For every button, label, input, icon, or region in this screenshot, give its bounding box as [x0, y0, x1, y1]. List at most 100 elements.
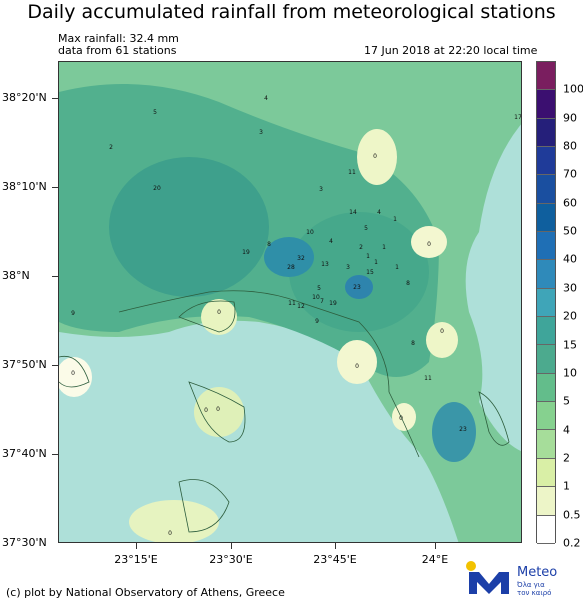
lat-label-37-30: 37°30'N — [2, 536, 47, 549]
rain-field-center — [289, 212, 429, 332]
station-value: 14 — [349, 209, 357, 216]
station-value: 1 — [393, 216, 397, 223]
legend-label: 5 — [563, 394, 570, 408]
meteo-logo: Meteo Όλα για τον καιρό — [465, 560, 580, 598]
station-value: 8 — [267, 241, 271, 248]
rainfall-map[interactable]: 5 4 2 3 17 0 20 11 3 14 4 1 5 0 10 4 8 1… — [58, 61, 522, 543]
dry-patch — [201, 299, 237, 335]
island-coast — [178, 479, 230, 533]
station-value: 9 — [71, 310, 75, 317]
station-value: 9 — [315, 318, 319, 325]
rain-core-28 — [264, 237, 314, 277]
dry-patch — [392, 403, 416, 431]
station-value: 28 — [287, 264, 295, 271]
station-value: 0 — [217, 309, 221, 316]
station-value: 0 — [440, 328, 444, 335]
legend-label: 50 — [563, 224, 577, 238]
station-value: 0 — [399, 415, 403, 422]
station-value: 7 — [320, 298, 324, 305]
color-legend — [536, 61, 556, 544]
station-value: 2 — [109, 144, 113, 151]
station-value: 13 — [321, 261, 329, 268]
lat-tick — [52, 276, 58, 277]
brand-name: Meteo — [517, 565, 558, 580]
station-value: 19 — [242, 249, 250, 256]
dry-patch — [129, 500, 219, 542]
lat-label-38-20: 38°20'N — [2, 91, 47, 104]
rain-core-23 — [345, 275, 373, 299]
station-value: 2 — [359, 244, 363, 251]
legend-swatch — [537, 430, 555, 459]
station-value: 15 — [366, 269, 374, 276]
legend-swatch — [537, 487, 555, 516]
legend-label: 2 — [563, 451, 570, 465]
makronisos-coast — [478, 391, 510, 446]
lon-tick — [335, 543, 336, 549]
legend-swatch — [537, 260, 555, 289]
legend-swatch — [537, 373, 555, 403]
brand-tagline-2: τον καιρό — [517, 589, 552, 597]
station-value: 12 — [297, 303, 305, 310]
station-value: 8 — [406, 280, 410, 287]
station-value: 0 — [71, 370, 75, 377]
station-value: 5 — [364, 225, 368, 232]
west-coast — [59, 355, 90, 388]
lat-label-37-50: 37°50'N — [2, 358, 47, 371]
legend-swatch — [537, 90, 555, 119]
station-value: 10 — [312, 294, 320, 301]
lon-tick — [136, 543, 137, 549]
brand-tagline: Όλα για τον καιρό — [517, 581, 551, 597]
station-value: 3 — [259, 129, 263, 136]
station-value: 1 — [374, 259, 378, 266]
brand-tagline-1: Όλα για — [517, 581, 545, 589]
lat-label-38-10: 38°10'N — [2, 180, 47, 193]
station-value: 0 — [427, 241, 431, 248]
station-value: 32 — [297, 255, 305, 262]
station-value: 4 — [377, 209, 381, 216]
legend-label: 100 — [563, 82, 583, 96]
station-value: 11 — [288, 300, 296, 307]
station-value: 23 — [353, 284, 361, 291]
legend-swatch — [537, 317, 555, 346]
station-value: 0 — [355, 363, 359, 370]
lat-label-38: 38°N — [2, 269, 30, 282]
station-value: 11 — [348, 169, 356, 176]
legend-swatch — [537, 345, 555, 374]
rain-core-south — [432, 402, 476, 462]
legend-label: 4 — [563, 423, 570, 437]
station-value: 4 — [264, 95, 268, 102]
dry-patch — [59, 357, 92, 397]
lon-tick — [231, 543, 232, 549]
station-value: 0 — [216, 406, 220, 413]
timestamp: 17 Jun 2018 at 22:20 local time — [364, 44, 538, 57]
lat-tick — [52, 187, 58, 188]
legend-swatch — [537, 175, 555, 204]
station-value: 17 — [514, 114, 522, 121]
legend-swatch — [537, 288, 555, 318]
legend-label: 60 — [563, 196, 577, 210]
station-value: 4 — [329, 238, 333, 245]
station-value: 3 — [319, 186, 323, 193]
lat-label-37-40: 37°40'N — [2, 447, 47, 460]
map-canvas: 5 4 2 3 17 0 20 11 3 14 4 1 5 0 10 4 8 1… — [59, 62, 522, 542]
legend-label: 0.5 — [563, 508, 581, 522]
legend-label: 80 — [563, 139, 577, 153]
legend-label: 10 — [563, 366, 577, 380]
legend-swatch — [537, 118, 555, 148]
station-value: 1 — [366, 253, 370, 260]
credit-footer: (c) plot by National Observatory of Athe… — [6, 586, 285, 599]
chart-title: Daily accumulated rainfall from meteorol… — [27, 1, 556, 23]
station-value: 0 — [373, 153, 377, 160]
lon-label-23-45: 23°45'E — [313, 553, 357, 566]
dry-patch — [426, 322, 458, 358]
legend-label: 30 — [563, 281, 577, 295]
station-value: 0 — [168, 530, 172, 537]
legend-swatch — [537, 62, 555, 91]
station-value: 1 — [382, 244, 386, 251]
station-value: 1 — [395, 264, 399, 271]
legend-swatch — [537, 147, 555, 176]
max-rainfall: Max rainfall: 32.4 mm — [58, 32, 179, 45]
legend-swatch — [537, 402, 555, 431]
legend-swatch — [537, 232, 555, 261]
lon-label-24: 24°E — [421, 553, 449, 566]
